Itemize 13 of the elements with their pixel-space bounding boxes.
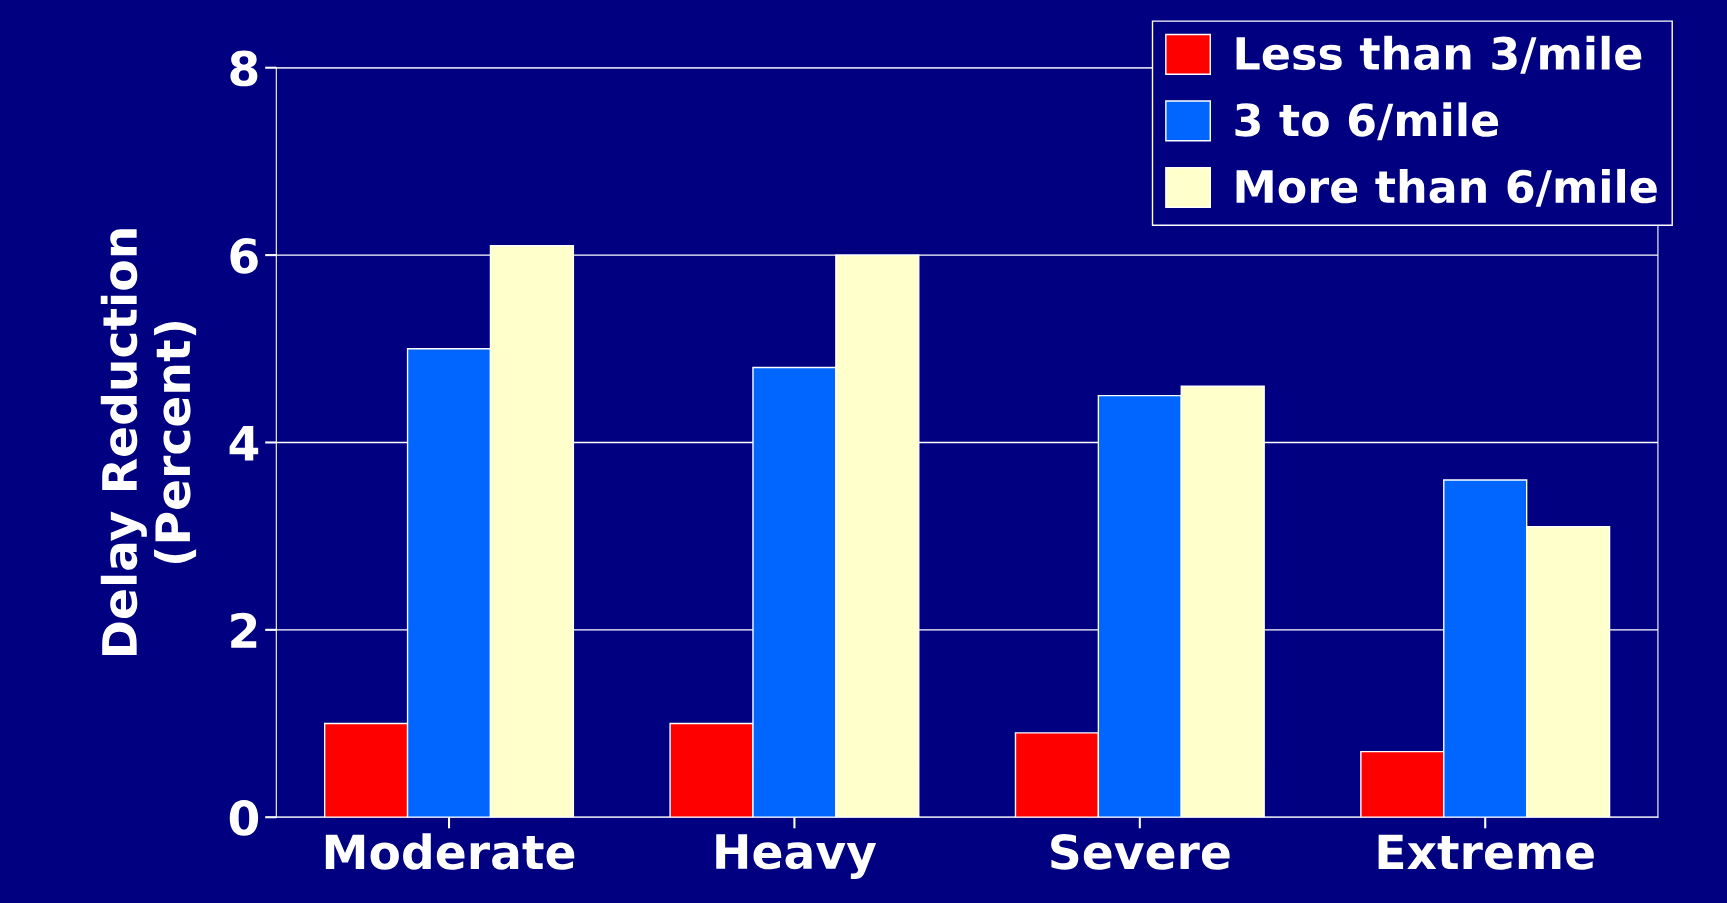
x-tick-label: Heavy — [716, 834, 877, 879]
legend-label: More than 6/mile — [1236, 168, 1657, 207]
y-tick-label: 8 — [230, 50, 258, 87]
x-tick-label: Extreme — [1378, 834, 1594, 870]
y-tick-label: 6 — [230, 238, 258, 274]
legend-label: 3 to 6/mile — [1235, 102, 1499, 141]
y-tick-label: 0 — [229, 800, 259, 836]
x-tick-label: Severe — [1051, 834, 1230, 870]
y-tick-label: 2 — [231, 612, 257, 648]
legend-label: Less than 3/mile — [1236, 35, 1642, 74]
y-tick-label: 4 — [229, 425, 259, 461]
y-axis-title: Delay Reduction (Percent) — [100, 229, 197, 655]
x-tick-label: Moderate — [325, 833, 575, 870]
